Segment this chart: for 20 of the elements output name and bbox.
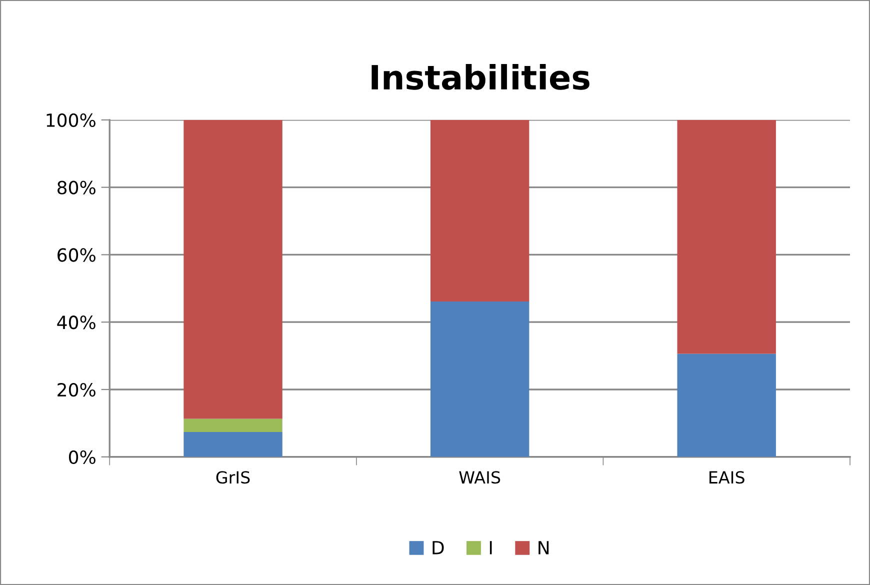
y-tick-label: 0% [68,450,96,464]
bar [677,354,776,457]
bar [184,432,282,457]
y-tick-label: 60% [58,248,96,262]
x-tick-label: EAIS [710,471,744,484]
y-tick-label: 40% [57,316,96,330]
legend-label: I [490,541,492,554]
legend-label: D [432,541,444,554]
x-tick-label: GrIS [216,471,250,484]
y-tick-label: 100% [46,113,96,128]
x-tick-label: WAIS [459,471,500,484]
bar [430,120,530,302]
chart-title: Instabilities [372,64,590,90]
bar [184,120,282,419]
bar [430,302,530,457]
bar [677,120,776,354]
y-tick-label: 20% [58,382,96,397]
bar [184,418,282,432]
y-tick-label: 80% [58,180,96,194]
legend-label: N [538,541,549,554]
